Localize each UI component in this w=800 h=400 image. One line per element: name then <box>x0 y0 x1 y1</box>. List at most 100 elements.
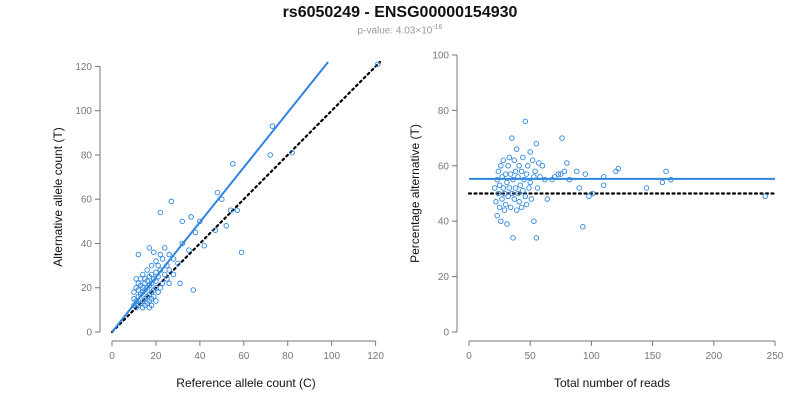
left-data-point <box>148 280 155 287</box>
right-data-point <box>516 163 522 169</box>
left-data-point <box>148 302 155 309</box>
left-data-point <box>197 218 203 225</box>
left-fit-line <box>111 61 329 333</box>
right-data-point <box>527 149 533 155</box>
left-y-tick-label: 0 <box>86 328 92 339</box>
right-x-tick-label: 150 <box>644 351 661 362</box>
left-data-point <box>289 149 295 156</box>
right-data-point <box>504 221 510 227</box>
left-data-point <box>153 258 159 264</box>
left-y-tick-label: 120 <box>75 62 92 73</box>
left-data-point <box>153 269 159 275</box>
left-scatter-panel: 0 20 40 60 80 100 120 0 20 40 60 80 100 120 Reference … <box>51 60 384 390</box>
right-data-point <box>518 204 525 211</box>
left-data-point <box>153 278 159 284</box>
left-data-point <box>133 298 139 304</box>
right-data-point <box>532 168 538 175</box>
right-data-point <box>600 182 607 188</box>
left-y-axis-title: Alternative allele count (T) <box>51 127 65 266</box>
left-data-point <box>214 189 221 196</box>
right-data-point <box>525 163 531 169</box>
right-data-point <box>522 118 529 125</box>
right-data-point <box>528 196 535 202</box>
left-data-point <box>155 273 161 280</box>
left-data-point <box>164 276 170 282</box>
left-data-point <box>133 276 139 282</box>
right-data-point <box>496 182 503 188</box>
right-y-tick-label: 20 <box>438 272 450 283</box>
right-data-point <box>534 185 541 191</box>
right-data-point <box>507 204 514 211</box>
right-data-point <box>559 135 565 141</box>
right-data-point <box>573 168 580 175</box>
right-data-point <box>511 196 518 202</box>
right-data-point <box>527 179 533 186</box>
right-data-point <box>499 196 505 202</box>
right-data-point <box>586 193 592 200</box>
right-data-point <box>491 185 498 191</box>
left-x-tick-label: 80 <box>282 351 294 362</box>
left-data-point <box>144 267 150 273</box>
right-data-point <box>555 171 562 177</box>
right-data-point <box>533 235 540 241</box>
right-scatter-panel: 0 50 100 150 200 250 0 20 40 60 80 100 Total number … <box>408 51 784 391</box>
right-data-point <box>526 185 532 191</box>
left-data-point <box>159 256 166 262</box>
p-value-text: p-value: 4.03×10 <box>357 25 433 37</box>
right-data-point <box>580 223 586 230</box>
right-data-point <box>500 157 507 164</box>
right-data-point <box>531 174 537 180</box>
right-data-point <box>496 204 503 211</box>
left-data-point <box>201 242 208 249</box>
left-data-point <box>161 245 168 251</box>
left-data-point <box>135 287 142 293</box>
right-data-point <box>561 168 568 175</box>
left-data-point <box>234 207 240 214</box>
right-data-point <box>502 201 509 208</box>
left-data-point <box>159 280 166 287</box>
right-y-tick-label: 80 <box>438 106 450 117</box>
right-data-point <box>643 185 650 191</box>
right-data-point <box>517 182 524 188</box>
left-data-point <box>269 123 276 129</box>
right-data-point <box>513 146 520 152</box>
left-x-tick-label: 0 <box>109 351 115 362</box>
right-data-point <box>566 176 573 183</box>
right-y-tick-label: 0 <box>443 328 449 339</box>
right-data-point <box>536 160 542 166</box>
right-data-point <box>523 201 530 208</box>
right-x-tick-label: 100 <box>583 351 600 362</box>
left-data-point <box>188 214 194 220</box>
left-data-point <box>186 247 192 253</box>
left-data-point <box>170 271 177 278</box>
right-data-point <box>506 185 513 191</box>
right-data-point <box>494 176 500 183</box>
right-x-axis-title: Total number of reads <box>554 376 670 390</box>
right-data-point <box>551 174 558 180</box>
right-data-point <box>506 154 513 161</box>
right-data-point <box>576 185 582 191</box>
left-data-point <box>375 61 381 67</box>
left-x-tick-label: 100 <box>323 351 340 362</box>
right-y-tick-label: 100 <box>432 51 449 62</box>
left-y-tick-label: 80 <box>81 150 93 161</box>
right-data-point <box>668 176 674 183</box>
left-data-point <box>153 298 159 304</box>
right-data-point <box>495 168 502 175</box>
right-data-point <box>494 212 500 219</box>
right-x-tick-label: 200 <box>705 351 722 362</box>
left-data-point <box>177 280 183 287</box>
right-data-point <box>615 165 622 172</box>
left-data-point <box>179 218 186 225</box>
left-data-point <box>157 267 164 273</box>
right-data-point <box>521 176 527 183</box>
right-data-point <box>520 187 526 194</box>
left-data-point <box>168 198 175 205</box>
right-data-point <box>564 160 570 166</box>
left-data-point <box>170 256 177 262</box>
left-data-point <box>155 289 161 295</box>
right-data-point <box>510 176 516 183</box>
left-y-tick-label: 40 <box>81 239 93 250</box>
right-data-point <box>513 207 520 213</box>
left-data-point <box>267 152 273 158</box>
